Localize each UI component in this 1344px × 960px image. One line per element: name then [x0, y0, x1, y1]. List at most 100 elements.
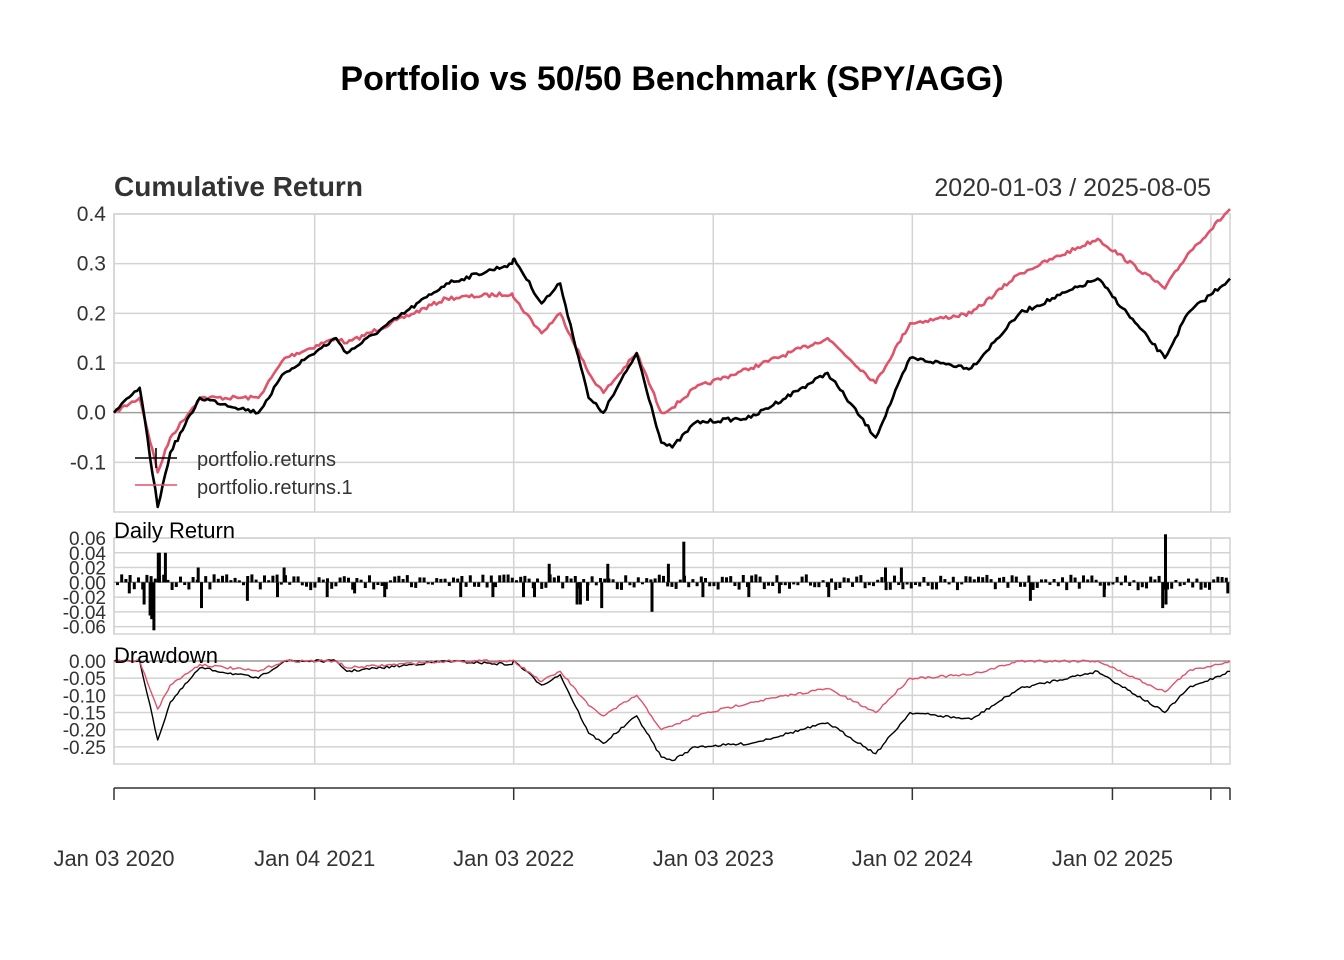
daily-bar	[611, 579, 615, 583]
daily-bar	[1086, 579, 1090, 583]
daily-bar	[569, 578, 573, 583]
panel-title-daily: Daily Return	[114, 518, 235, 543]
daily-bar	[737, 582, 741, 590]
daily-bar	[1111, 582, 1115, 585]
daily-bar	[187, 582, 191, 590]
daily-bar	[1056, 582, 1060, 587]
daily-bar	[347, 577, 350, 583]
daily-bar	[758, 576, 762, 583]
daily-bar	[540, 582, 544, 589]
daily-bar	[565, 576, 569, 583]
daily-bar	[678, 579, 682, 583]
daily-bar	[645, 578, 649, 583]
daily-bar	[1145, 582, 1148, 589]
daily-bar	[985, 574, 989, 583]
daily-bar	[1124, 575, 1127, 583]
daily-bar	[863, 582, 867, 589]
daily-bar	[747, 582, 751, 598]
daily-bar	[1023, 582, 1027, 587]
daily-bar	[212, 574, 216, 583]
y-tick-label: -0.15	[63, 704, 106, 725]
daily-bar	[897, 582, 901, 586]
daily-bar	[132, 582, 136, 590]
daily-bar	[960, 582, 964, 585]
daily-bar	[691, 579, 695, 583]
daily-bar	[777, 582, 781, 594]
daily-bar	[872, 582, 875, 587]
daily-bar	[716, 582, 720, 590]
daily-bar	[334, 582, 338, 587]
daily-bar	[1044, 579, 1048, 583]
series-line-portfolio	[113, 659, 1231, 762]
daily-bar	[1153, 579, 1157, 583]
daily-bar	[536, 578, 539, 583]
daily-bar	[1191, 582, 1195, 588]
y-tick-label: -0.02	[63, 588, 106, 609]
daily-bar	[459, 582, 463, 598]
daily-bar	[282, 567, 286, 583]
daily-bar	[422, 577, 426, 583]
daily-bar	[573, 576, 577, 583]
daily-bar	[682, 541, 686, 583]
daily-bar	[1149, 576, 1153, 583]
daily-bar	[389, 580, 392, 583]
daily-bar	[1203, 582, 1207, 588]
daily-bar	[376, 582, 380, 586]
daily-bar	[775, 575, 779, 583]
y-tick-label: -0.25	[63, 738, 106, 759]
y-tick-label: -0.05	[63, 669, 106, 690]
daily-bar	[1208, 582, 1211, 590]
daily-bar	[1199, 582, 1203, 590]
daily-bar	[245, 582, 249, 601]
daily-bar	[481, 574, 485, 583]
daily-bar	[1082, 575, 1085, 583]
daily-bar	[485, 582, 489, 588]
daily-bar	[796, 582, 800, 586]
daily-bar	[342, 576, 346, 583]
daily-bar	[275, 574, 279, 583]
daily-bar	[351, 582, 355, 590]
daily-bar	[666, 582, 670, 587]
daily-bar	[582, 579, 586, 583]
daily-bar	[809, 582, 812, 586]
daily-bar	[191, 577, 195, 583]
daily-bar	[834, 582, 838, 590]
y-tick-label: 0.2	[77, 302, 106, 325]
daily-bar	[137, 577, 140, 583]
daily-bar	[653, 578, 657, 583]
daily-bar	[1182, 582, 1186, 585]
daily-bar	[443, 578, 447, 583]
daily-bar	[237, 580, 241, 583]
daily-bar	[196, 567, 200, 583]
panel-title-cumulative: Cumulative Return	[114, 171, 363, 202]
daily-bar	[641, 582, 644, 585]
legend-label-benchmark: portfolio.returns.1	[197, 477, 353, 499]
daily-bar	[968, 576, 972, 583]
daily-bar	[204, 576, 208, 583]
daily-bar	[964, 576, 968, 583]
daily-bar	[1102, 582, 1106, 598]
daily-bar	[279, 582, 283, 585]
daily-bar	[338, 577, 342, 583]
daily-bar	[510, 577, 514, 583]
daily-bar	[456, 578, 460, 583]
daily-bar	[263, 575, 266, 583]
x-tick-label: Jan 03 2022	[453, 846, 574, 871]
daily-bar	[599, 578, 602, 583]
daily-bar	[305, 582, 308, 587]
daily-bar	[1119, 582, 1123, 586]
daily-bar	[522, 582, 525, 598]
daily-bar	[939, 575, 943, 583]
daily-bar	[383, 582, 387, 598]
daily-bar	[502, 574, 506, 583]
daily-bar	[956, 582, 959, 591]
y-tick-label: 0.0	[77, 402, 106, 425]
daily-bar	[590, 576, 594, 583]
daily-bar	[552, 577, 556, 583]
x-axis: Jan 03 2020 Jan 04 2021 Jan 03 2022 Jan 03 …	[53, 787, 1231, 871]
x-tick-label: Jan 04 2021	[254, 846, 375, 871]
daily-bar	[300, 582, 304, 586]
daily-bar	[1014, 576, 1018, 583]
daily-bar	[363, 582, 367, 589]
drawdown-series	[113, 659, 1231, 762]
